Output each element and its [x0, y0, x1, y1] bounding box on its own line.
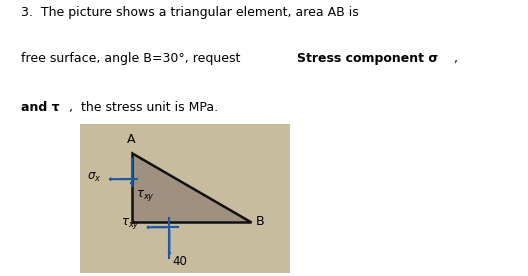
Text: ,  the stress unit is MPa.: , the stress unit is MPa. [69, 101, 218, 114]
Text: $\tau_{xy}$: $\tau_{xy}$ [121, 216, 140, 231]
Text: 40: 40 [172, 255, 187, 268]
FancyBboxPatch shape [80, 124, 289, 273]
Text: free surface, angle B=30°, request: free surface, angle B=30°, request [21, 52, 244, 65]
Text: $\tau_{xy}$: $\tau_{xy}$ [136, 188, 155, 203]
Text: $\sigma_x$: $\sigma_x$ [87, 171, 101, 184]
Text: B: B [256, 214, 264, 227]
Text: Stress component σ: Stress component σ [297, 52, 438, 65]
Polygon shape [131, 153, 250, 222]
Text: A: A [127, 133, 136, 146]
Text: 3.  The picture shows a triangular element, area AB is: 3. The picture shows a triangular elemen… [21, 6, 359, 20]
Text: ,: , [454, 52, 458, 65]
Text: and τ: and τ [21, 101, 60, 114]
